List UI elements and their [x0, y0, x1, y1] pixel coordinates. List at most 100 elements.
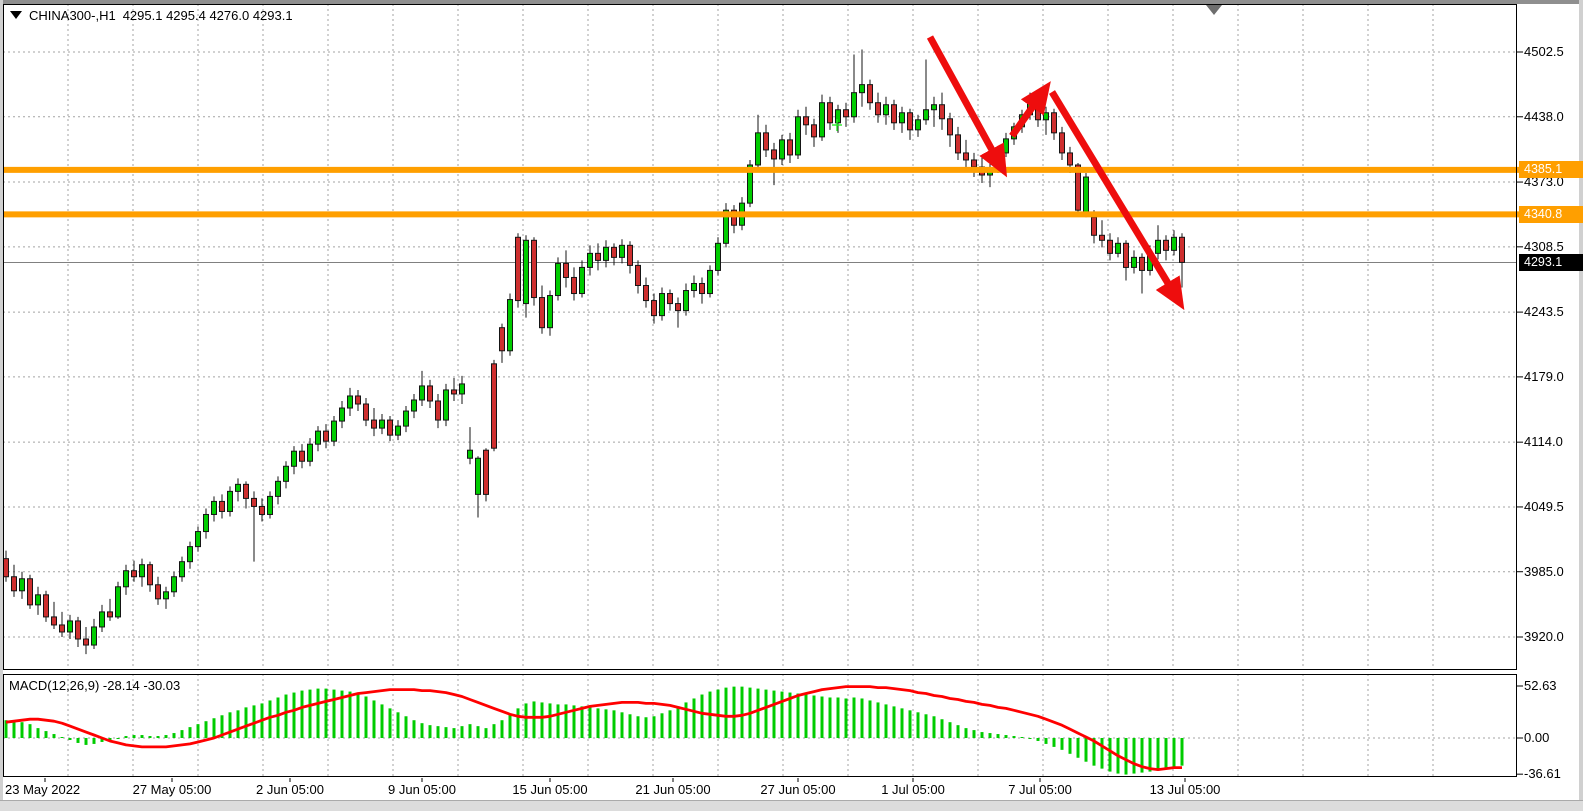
- time-axis-label: 15 Jun 05:00: [512, 782, 588, 797]
- candlestick: [763, 132, 769, 151]
- candlestick: [507, 299, 513, 352]
- macd-bar: [116, 738, 120, 739]
- candlestick: [411, 399, 417, 412]
- macd-bar: [764, 689, 768, 738]
- candlestick: [443, 389, 449, 421]
- candlestick: [859, 84, 865, 94]
- candlestick: [235, 483, 241, 492]
- candlestick: [51, 616, 57, 626]
- macd-bar: [1004, 735, 1008, 738]
- time-axis-label: 7 Jul 05:00: [1008, 782, 1072, 797]
- time-axis-label: 27 May 05:00: [132, 782, 212, 797]
- symbol-dropdown-icon[interactable]: [10, 11, 22, 19]
- candlestick: [1155, 239, 1161, 254]
- macd-signal-layer: [5, 685, 1182, 771]
- candlestick: [939, 104, 945, 120]
- macd-bar: [476, 726, 480, 738]
- candlestick: [195, 531, 201, 548]
- macd-bar: [284, 694, 288, 738]
- window-right-edge: [1579, 0, 1583, 811]
- trend-arrow: [926, 35, 1008, 178]
- macd-bar: [916, 712, 920, 738]
- candlestick: [219, 500, 225, 512]
- candlestick: [467, 449, 473, 459]
- time-axis-label: 13 Jul 05:00: [1149, 782, 1221, 797]
- macd-bar: [60, 737, 64, 739]
- window-left-edge: [0, 0, 3, 811]
- macd-bar: [236, 710, 240, 738]
- macd-bar: [876, 702, 880, 738]
- macd-bar: [796, 693, 800, 738]
- macd-bar: [460, 726, 464, 738]
- macd-bar: [852, 697, 856, 738]
- grid-layer: [3, 4, 1517, 777]
- candlestick: [819, 102, 825, 138]
- candlestick: [707, 269, 713, 295]
- candlestick: [1107, 239, 1113, 254]
- macd-bar: [204, 721, 208, 738]
- candlestick: [715, 242, 721, 271]
- macd-bar: [892, 706, 896, 738]
- macd-bar: [660, 713, 664, 738]
- price-axis-label: 3985.0: [1524, 563, 1564, 579]
- macd-bar: [188, 727, 192, 738]
- macd-bar: [740, 686, 744, 738]
- candlestick: [691, 282, 697, 292]
- macd-bar: [620, 712, 624, 738]
- macd-bar: [1172, 738, 1176, 768]
- macd-bar: [1108, 738, 1112, 772]
- candlestick: [771, 149, 777, 160]
- macd-bar: [308, 689, 312, 738]
- candlestick: [331, 420, 337, 442]
- macd-bar: [788, 692, 792, 738]
- candlestick: [19, 578, 25, 592]
- trend-arrow: [1049, 90, 1185, 311]
- candlestick: [1171, 236, 1177, 251]
- candlestick: [971, 159, 977, 168]
- macd-bar: [364, 696, 368, 738]
- candlestick: [1083, 176, 1089, 214]
- candlestick: [107, 611, 113, 618]
- macd-bar: [492, 724, 496, 738]
- price-axis-label: 4243.5: [1524, 304, 1564, 320]
- macd-bar: [1012, 736, 1016, 738]
- macd-bar: [324, 688, 328, 738]
- candlestick: [907, 112, 913, 131]
- candlestick: [211, 500, 217, 515]
- macd-bar: [156, 736, 160, 738]
- macd-bar: [484, 728, 488, 738]
- macd-bar: [684, 702, 688, 738]
- macd-bar: [1060, 738, 1064, 750]
- candlestick: [587, 252, 593, 268]
- candlestick: [539, 297, 545, 329]
- macd-bar: [268, 700, 272, 738]
- macd-bar: [132, 735, 136, 738]
- macd-bar: [388, 708, 392, 738]
- macd-bar: [580, 706, 584, 738]
- candlestick: [835, 109, 841, 124]
- macd-bar: [780, 691, 784, 738]
- symbol-title-bar: CHINA300-,H1 4295.1 4295.4 4276.0 4293.1: [10, 7, 293, 23]
- candlestick: [243, 483, 249, 499]
- macd-bar: [524, 703, 528, 738]
- macd-bar: [812, 695, 816, 738]
- hline-price-badge: 4385.1: [1519, 161, 1583, 179]
- candlestick: [275, 480, 281, 497]
- macd-bar: [516, 708, 520, 738]
- candlestick: [1051, 112, 1057, 134]
- candlestick: [731, 209, 737, 226]
- macd-bar: [844, 698, 848, 738]
- candlestick: [299, 450, 305, 462]
- candlestick: [483, 449, 489, 495]
- candlestick: [123, 570, 129, 588]
- candlestick: [99, 611, 105, 628]
- macd-bar: [556, 704, 560, 738]
- chart-shift-marker-icon[interactable]: [1206, 5, 1222, 15]
- macd-bar: [596, 708, 600, 738]
- macd-bar: [1148, 738, 1152, 772]
- macd-bar: [980, 732, 984, 738]
- macd-bar: [964, 728, 968, 738]
- candlestick: [323, 430, 329, 442]
